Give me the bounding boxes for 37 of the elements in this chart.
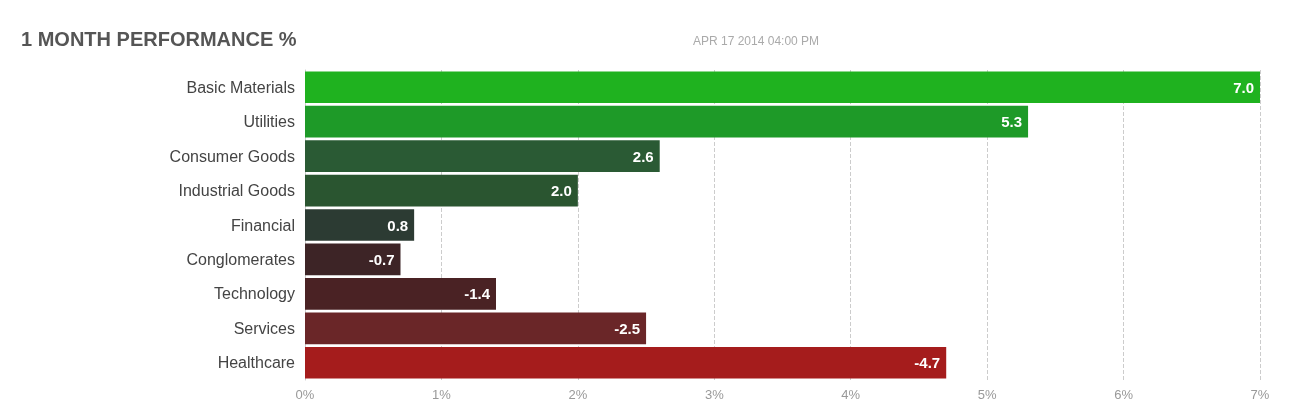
x-tick-label: 7% (1250, 387, 1270, 402)
bar (305, 346, 947, 379)
bar (305, 209, 415, 241)
x-tick-label: 1% (432, 387, 452, 402)
data-label: -1.4 (464, 285, 491, 303)
data-label: -0.7 (368, 250, 395, 268)
data-label: 2.6 (632, 147, 654, 165)
bar (305, 140, 660, 172)
y-tick-label: Basic Materials (186, 78, 295, 96)
x-tick-label: 2% (568, 387, 588, 402)
x-tick-label: 6% (1114, 387, 1134, 402)
bar (305, 71, 1260, 104)
y-tick-label: Industrial Goods (178, 182, 295, 200)
chart-subtitle: APR 17 2014 04:00 PM (693, 34, 820, 48)
y-tick-label: Consumer Goods (169, 147, 295, 165)
y-tick-label: Healthcare (217, 354, 296, 372)
bar (305, 105, 1029, 138)
data-label: 5.3 (1001, 113, 1023, 131)
data-label: 7.0 (1233, 78, 1254, 96)
bar (305, 278, 496, 310)
y-tick-label: Utilities (243, 113, 295, 131)
data-label: 0.8 (387, 216, 409, 234)
chart-title: 1 MONTH PERFORMANCE % (21, 28, 297, 50)
data-label: 2.0 (551, 182, 572, 200)
bar (305, 174, 578, 207)
x-tick-label: 0% (295, 387, 315, 402)
data-label: -4.7 (914, 354, 941, 372)
x-tick-label: 5% (977, 387, 997, 402)
bar (305, 243, 401, 276)
y-tick-label: Services (233, 319, 295, 337)
y-tick-label: Conglomerates (186, 250, 295, 268)
x-tick-label: 3% (704, 387, 725, 402)
bar (305, 312, 647, 345)
y-tick-label: Technology (214, 285, 295, 303)
data-label: -2.5 (614, 319, 641, 337)
x-tick-label: 4% (841, 387, 861, 402)
y-tick-label: Financial (230, 216, 295, 234)
